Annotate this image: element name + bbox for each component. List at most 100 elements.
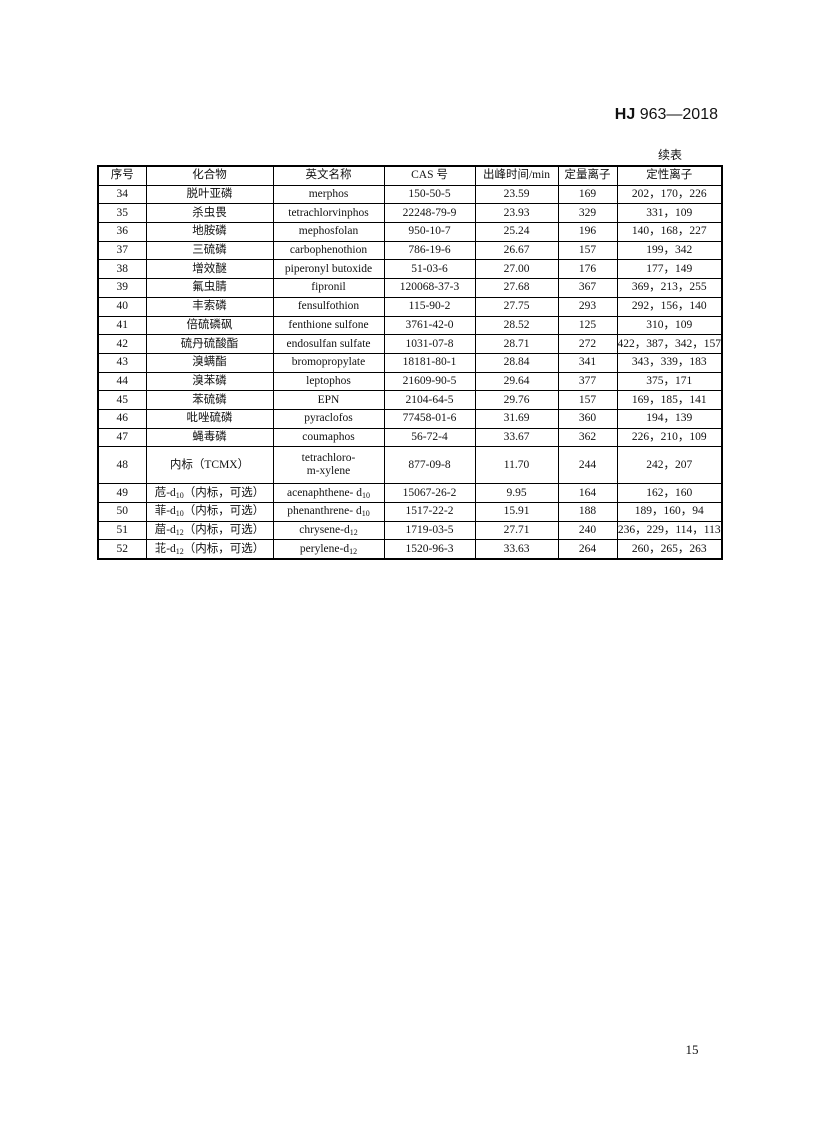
compound-name: 倍硫磷砜 <box>186 318 233 331</box>
quant-ion: 377 <box>578 374 597 387</box>
cell-cas: 115-90-2 <box>383 296 476 317</box>
cell-qual-ions: 140，168，227 <box>616 222 723 242</box>
cell-qual-ions: 226，210，109 <box>616 427 723 448</box>
qual-ions: 375，171 <box>646 374 693 387</box>
qual-ions: 177，149 <box>646 262 693 275</box>
cell-english-name: fensulfothion <box>272 296 385 317</box>
cell-english-name: merphos <box>272 184 385 205</box>
cell-quant-ion: 196 <box>557 222 618 242</box>
cas-number: 3761-42-0 <box>405 318 454 331</box>
cell-qual-ions: 189，160，94 <box>616 502 723 522</box>
cell-retention-time: 26.67 <box>474 240 559 261</box>
retention-time: 28.71 <box>503 337 530 350</box>
cell-qual-ions: 242，207 <box>616 446 723 485</box>
cell-retention-time: 33.67 <box>474 427 559 448</box>
column-header: 序号 <box>97 165 147 186</box>
cas-number: 950-10-7 <box>408 225 451 238</box>
retention-time: 9.95 <box>506 486 527 499</box>
compound-subscript: 10 <box>175 509 184 519</box>
cell-qual-ions: 236，229，114，113 <box>616 520 723 541</box>
retention-time: 33.67 <box>503 430 530 443</box>
cell-qual-ions: 310，109 <box>616 315 723 336</box>
cell-compound: 蝇毒磷 <box>145 427 274 448</box>
row-number: 44 <box>116 374 129 387</box>
quant-ion: 264 <box>578 542 597 555</box>
row-number: 49 <box>116 486 129 499</box>
compound-name: 菲-d <box>154 505 176 518</box>
table-row: 38 增效醚 piperonyl butoxide 51-03-6 27.00 176 17… <box>97 259 723 280</box>
row-number: 48 <box>116 458 129 471</box>
english-name-line2: m-xylene <box>306 465 351 478</box>
qual-ions: 369，213，255 <box>631 281 707 294</box>
row-number: 35 <box>116 206 129 219</box>
english-name: tetrachloro- <box>301 452 356 465</box>
cell-retention-time: 33.63 <box>474 539 559 560</box>
cell-quant-ion: 240 <box>557 520 618 541</box>
cell-cas: 51-03-6 <box>383 259 476 280</box>
cell-compound: 地胺磷 <box>145 222 274 242</box>
continued-label: 续表 <box>657 148 682 162</box>
cell-number: 36 <box>97 222 147 242</box>
row-number: 39 <box>116 281 129 294</box>
qual-ions: 202，170，226 <box>631 188 707 201</box>
cell-qual-ions: 169，185，141 <box>616 390 723 410</box>
compound-name: 苝-d <box>154 542 176 555</box>
retention-time: 29.64 <box>503 374 530 387</box>
cell-compound: 苊-d10（内标，可选） <box>145 483 274 503</box>
compound-name: 内标（TCMX） <box>169 458 250 471</box>
table-header-row: 序号 化合物 英文名称 CAS 号出峰时间/min 定量离子 定性离子 <box>97 165 723 186</box>
english-name: fipronil <box>311 281 346 294</box>
cell-compound: 丰索磷 <box>145 296 274 317</box>
cell-quant-ion: 360 <box>557 408 618 429</box>
table-row: 48 内标（TCMX） tetrachloro-m-xylene 877-09-8 11… <box>97 446 723 485</box>
table-row: 42 硫丹硫酸酯 endosulfan sulfate 1031-07-8 28.71 2… <box>97 334 723 354</box>
quant-ion: 362 <box>578 430 597 443</box>
cell-retention-time: 29.76 <box>474 390 559 410</box>
qual-ions: 236，229，114，113 <box>617 524 721 537</box>
cell-english-name: coumaphos <box>272 427 385 448</box>
standard-prefix: HJ <box>614 106 636 123</box>
table-row: 35 杀虫畏 tetrachlorvinphos 22248-79-9 23.93 329… <box>97 203 723 224</box>
qual-ions: 140，168，227 <box>631 225 707 238</box>
quant-ion: 329 <box>578 206 597 219</box>
cell-english-name: perylene-d12 <box>272 539 385 560</box>
cell-english-name: piperonyl butoxide <box>272 259 385 280</box>
english-name: pyraclofos <box>304 412 353 425</box>
cas-number: 115-90-2 <box>408 300 451 313</box>
quant-ion: 125 <box>578 318 597 331</box>
cell-qual-ions: 343，339，183 <box>616 352 723 373</box>
cell-cas: 786-19-6 <box>383 240 476 261</box>
page-number: 15 <box>685 1042 699 1057</box>
cell-compound: 脱叶亚磷 <box>145 184 274 205</box>
column-header: 定量离子 <box>557 165 618 186</box>
cell-quant-ion: 329 <box>557 203 618 224</box>
qual-ions: 331，109 <box>646 206 693 219</box>
cell-qual-ions: 177，149 <box>616 259 723 280</box>
cell-number: 34 <box>97 184 147 205</box>
english-name: carbophenothion <box>289 244 368 257</box>
cell-cas: 21609-90-5 <box>383 371 476 392</box>
retention-time: 27.71 <box>503 524 530 537</box>
english-name: merphos <box>308 188 349 201</box>
cell-compound: 苝-d12（内标，可选） <box>145 539 274 560</box>
cell-number: 39 <box>97 278 147 298</box>
table-row: 40 丰索磷 fensulfothion 115-90-2 27.75 293 292，15… <box>97 296 723 317</box>
cas-number: 21609-90-5 <box>402 374 457 387</box>
english-name: perylene-d <box>299 542 350 555</box>
retention-time: 23.93 <box>503 206 530 219</box>
cell-quant-ion: 176 <box>557 259 618 280</box>
standard-code: HJ 963—2018 <box>560 106 718 124</box>
cell-retention-time: 31.69 <box>474 408 559 429</box>
compound-name: 苯硫磷 <box>192 393 227 406</box>
cas-number: 877-09-8 <box>408 458 451 471</box>
retention-time: 27.00 <box>503 262 530 275</box>
cell-retention-time: 25.24 <box>474 222 559 242</box>
compound-name: 地胺磷 <box>192 225 227 238</box>
qual-ions: 422，387，342，157 <box>617 337 722 350</box>
cell-retention-time: 15.91 <box>474 502 559 522</box>
quant-ion: 157 <box>578 244 597 257</box>
cell-compound: 三硫磷 <box>145 240 274 261</box>
quant-ion: 360 <box>578 412 597 425</box>
cell-cas: 1517-22-2 <box>383 502 476 522</box>
qual-ions: 292，156，140 <box>631 300 707 313</box>
